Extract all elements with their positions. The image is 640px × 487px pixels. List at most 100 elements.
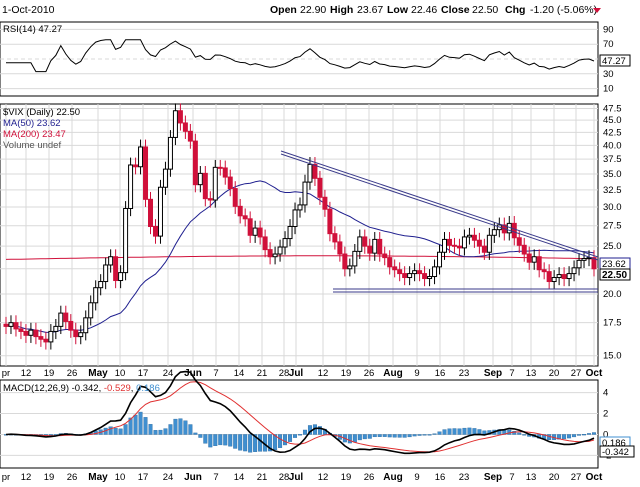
down-triangle-icon xyxy=(593,8,601,13)
macd-hist-bar xyxy=(347,434,352,444)
x-tick-label: 21 xyxy=(257,368,268,379)
macd-hist-bar xyxy=(562,434,567,440)
candle-body xyxy=(257,227,263,238)
macd-hist-bar xyxy=(218,434,223,446)
x-tick-label: 7 xyxy=(213,472,218,483)
macd-hist-bar xyxy=(288,434,293,442)
x-tick-label: 7 xyxy=(213,368,218,379)
macd-hist-bar xyxy=(407,434,412,438)
candle-body xyxy=(177,110,183,124)
candle-body xyxy=(511,222,517,239)
macd-last-box xyxy=(599,445,635,458)
macd-title: MACD(12,26,9) -0.342, -0.529, 0.186 xyxy=(3,383,160,394)
x-tick-label: 21 xyxy=(257,472,268,483)
header-date: 1-Oct-2010 xyxy=(2,4,55,16)
macd-y-tick: 2 xyxy=(603,409,608,420)
candle-body xyxy=(297,204,303,211)
candle-body xyxy=(432,266,438,278)
candle-body xyxy=(207,198,213,201)
candle-body xyxy=(471,234,477,241)
candle-body xyxy=(162,168,168,188)
x-tick-label: 17 xyxy=(138,472,149,483)
macd-hist-bar xyxy=(113,427,118,435)
candle-body xyxy=(247,218,253,236)
x-tick-label: 14 xyxy=(234,472,245,483)
x-tick-label: 10 xyxy=(115,472,126,483)
macd-hist-bar xyxy=(417,434,422,436)
candle-body xyxy=(372,238,378,254)
candle-body xyxy=(397,269,403,275)
x-tick-label: Aug xyxy=(383,368,402,379)
x-tick-label: Aug xyxy=(383,472,402,483)
price-y-tick: 30.0 xyxy=(603,202,622,213)
candle-body xyxy=(48,330,54,343)
candle-body xyxy=(128,164,134,209)
candle-body xyxy=(392,266,398,271)
candle-body xyxy=(23,330,29,336)
candle-body xyxy=(152,225,158,237)
x-tick-label: 26 xyxy=(67,368,78,379)
macd-hist-bar xyxy=(158,429,163,435)
macd-hist-bar xyxy=(173,418,178,435)
candle-body xyxy=(252,227,258,236)
x-tick-label: 9 xyxy=(414,472,419,483)
candle-body xyxy=(407,273,413,279)
candle-body xyxy=(387,257,393,268)
macd-hist-bar xyxy=(208,434,213,448)
candle-body xyxy=(367,245,373,254)
macd-hist-bar xyxy=(412,434,417,437)
header-low-label: Low xyxy=(387,4,409,16)
x-tick-label: 12 xyxy=(318,472,329,483)
price-label-ma50-text: 23.62 xyxy=(602,259,626,270)
candle-body xyxy=(312,163,318,179)
candle-body xyxy=(212,166,218,201)
candle-body xyxy=(18,328,24,332)
header-high-label: High xyxy=(330,4,353,16)
x-tick-label: 27 xyxy=(571,472,582,483)
candle-body xyxy=(486,234,492,253)
candle-body xyxy=(491,229,497,236)
x-tick-label: May xyxy=(88,368,108,379)
x-tick-label: 23 xyxy=(459,472,470,483)
macd-hist-bar xyxy=(178,418,183,435)
price-y-tick: 42.5 xyxy=(603,127,622,138)
macd-hist-bar xyxy=(572,434,577,438)
x-tick-label: 12 xyxy=(318,368,329,379)
candle-body xyxy=(232,188,238,207)
macd-hist-bar xyxy=(248,434,253,453)
macd-hist-bar xyxy=(567,434,572,439)
candle-body xyxy=(402,273,408,279)
candle-body xyxy=(217,166,223,169)
rsi-panel: 9070503010 RSI(14) 47.27 47.27 xyxy=(0,21,631,97)
rsi-y-tick: 70 xyxy=(603,39,614,50)
candle-body xyxy=(576,259,582,269)
candle-body xyxy=(33,329,39,338)
candle-body xyxy=(571,267,577,275)
candle-body xyxy=(38,336,44,340)
candle-body xyxy=(536,256,542,271)
price-y-tick: 45.0 xyxy=(603,115,622,126)
candle-body xyxy=(53,325,59,332)
candle-body xyxy=(417,270,423,275)
macd-hist-bar xyxy=(198,434,203,438)
macd-hist-bar xyxy=(108,426,113,435)
candle-body xyxy=(227,176,233,190)
candle-body xyxy=(123,207,129,274)
macd-hist-bar xyxy=(253,434,258,452)
x-tick-label: 19 xyxy=(44,472,55,483)
macd-hist-bar xyxy=(302,429,307,435)
candle-body xyxy=(287,225,293,240)
x-tick-label: 9 xyxy=(414,368,419,379)
x-tick-label: 10 xyxy=(115,368,126,379)
legend-ma200: MA(200) 23.47 xyxy=(3,129,66,140)
candle-body xyxy=(187,130,193,142)
candle-body xyxy=(561,274,567,280)
macd-hist-bar xyxy=(592,432,597,435)
macd-hist-bar xyxy=(213,434,218,447)
header-high-value: 23.67 xyxy=(357,4,383,16)
macd-hist-bar xyxy=(467,427,472,435)
price-title: $VIX (Daily) 22.50 xyxy=(3,107,80,118)
macd-hist-bar xyxy=(392,434,397,438)
candle-body xyxy=(148,198,154,227)
